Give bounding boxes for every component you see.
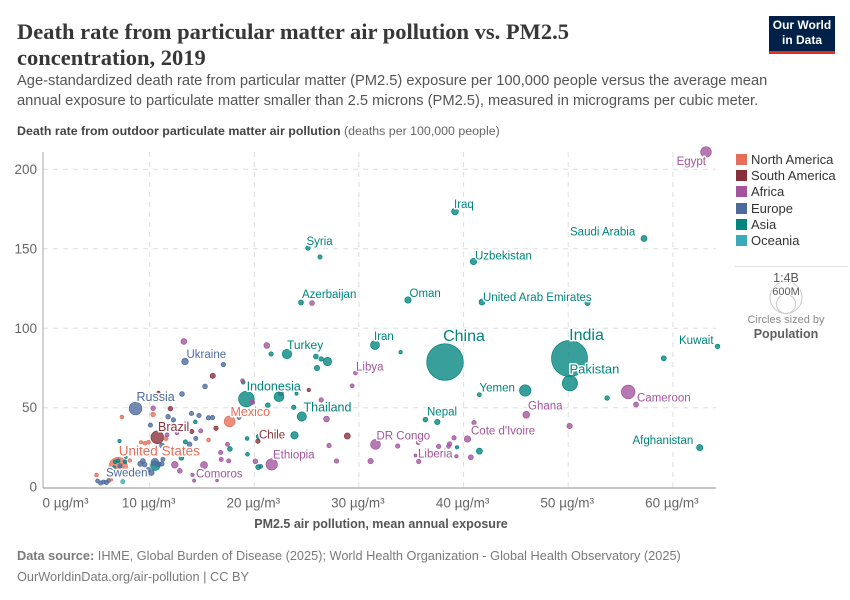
svg-text:Nepal: Nepal [427,407,457,419]
svg-text:50 µg/m³: 50 µg/m³ [540,496,594,511]
svg-text:DR Congo: DR Congo [377,431,431,443]
svg-text:Sweden: Sweden [106,468,148,480]
svg-text:Kuwait: Kuwait [679,335,714,347]
svg-text:Pakistan: Pakistan [570,362,620,377]
svg-text:60 µg/m³: 60 µg/m³ [645,496,699,511]
svg-text:Afghanistan: Afghanistan [633,435,694,447]
svg-text:Liberia: Liberia [418,449,453,461]
svg-text:50: 50 [22,400,37,415]
svg-text:China: China [443,328,485,345]
svg-text:Yemen: Yemen [480,383,515,395]
svg-text:Ethiopia: Ethiopia [273,450,315,462]
svg-text:0 µg/m³: 0 µg/m³ [43,496,90,511]
svg-text:100: 100 [14,321,37,336]
svg-text:India: India [569,327,604,344]
svg-text:Cote d'Ivoire: Cote d'Ivoire [471,426,535,438]
svg-text:Thailand: Thailand [304,401,352,415]
svg-text:Libya: Libya [356,362,384,374]
svg-text:40 µg/m³: 40 µg/m³ [436,496,490,511]
svg-text:United Arab Emirates: United Arab Emirates [483,292,592,304]
svg-text:Comoros: Comoros [196,469,243,481]
svg-text:Syria: Syria [307,236,334,248]
svg-text:Mexico: Mexico [231,405,271,419]
svg-text:Uzbekistan: Uzbekistan [475,251,532,263]
svg-text:1:4B: 1:4B [773,271,799,285]
svg-text:Egypt: Egypt [677,156,707,168]
svg-text:United States: United States [119,444,200,459]
svg-text:0: 0 [29,480,37,495]
svg-text:30 µg/m³: 30 µg/m³ [331,496,385,511]
svg-text:Oman: Oman [410,288,441,300]
svg-text:Saudi Arabia: Saudi Arabia [570,227,636,239]
svg-text:150: 150 [14,241,37,256]
svg-text:Russia: Russia [137,390,175,404]
svg-text:Brazil: Brazil [158,420,189,434]
svg-text:Iraq: Iraq [454,199,474,211]
svg-text:20 µg/m³: 20 µg/m³ [227,496,281,511]
svg-text:200: 200 [14,162,37,177]
svg-text:Iran: Iran [374,331,394,343]
svg-text:Azerbaijan: Azerbaijan [302,289,356,301]
svg-text:Chile: Chile [259,430,285,442]
svg-text:Ghana: Ghana [528,401,563,413]
svg-text:10 µg/m³: 10 µg/m³ [122,496,176,511]
svg-text:Indonesia: Indonesia [247,380,301,394]
svg-text:Ukraine: Ukraine [187,349,227,361]
svg-text:600M: 600M [772,286,800,298]
svg-text:Turkey: Turkey [287,338,323,352]
svg-text:Cameroon: Cameroon [637,393,691,405]
